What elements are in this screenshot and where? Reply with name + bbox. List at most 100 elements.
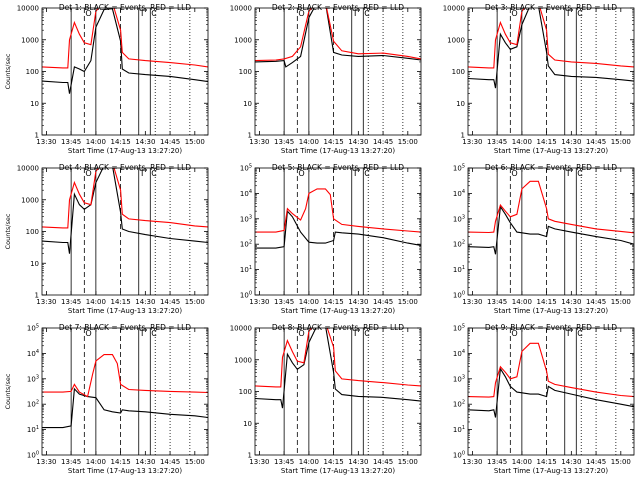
series-line-black xyxy=(255,209,421,249)
x-axis-label: Start Time (17-Aug-13 13:27:20) xyxy=(68,307,182,315)
y-tick-label: 10 xyxy=(243,100,252,108)
event-marker-label: C xyxy=(151,9,157,18)
event-marker-label: T xyxy=(565,169,571,178)
x-axis-label: Start Time (17-Aug-13 13:27:20) xyxy=(281,147,395,155)
y-tick-label: 100 xyxy=(452,68,465,76)
event-marker-label: C xyxy=(151,329,157,338)
x-tick-label: 14:15 xyxy=(111,138,131,146)
detector-panel: O T C 100 101 102 103 104 105 13:30 13:45 14:00 14:1… xyxy=(4,323,209,475)
event-marker-label: T xyxy=(139,329,145,338)
y-tick-label: 102 xyxy=(453,400,465,409)
event-marker-label: C xyxy=(577,9,583,18)
plot-frame xyxy=(467,7,635,136)
plot-frame xyxy=(467,167,635,296)
event-marker-label: C xyxy=(364,329,370,338)
y-tick-label: 103 xyxy=(27,374,39,383)
y-axis-label: Counts/sec xyxy=(4,373,12,409)
event-marker-label: T xyxy=(352,329,358,338)
y-tick-label: 10 xyxy=(30,260,39,268)
event-marker-label: O xyxy=(298,169,304,178)
x-tick-label: 14:15 xyxy=(324,138,344,146)
series-line-black xyxy=(42,8,208,94)
y-tick-label: 100 xyxy=(26,228,39,236)
y-tick-label: 1000 xyxy=(447,36,465,44)
y-tick-label: 10000 xyxy=(17,5,39,13)
y-tick-label: 1 xyxy=(35,132,39,140)
x-axis-label: Start Time (17-Aug-13 13:27:20) xyxy=(68,467,182,475)
x-tick-label: 14:45 xyxy=(586,458,606,466)
series-line-black xyxy=(468,367,634,418)
y-tick-label: 1 xyxy=(461,132,465,140)
y-tick-label: 10 xyxy=(456,100,465,108)
x-axis-label: Start Time (17-Aug-13 13:27:20) xyxy=(68,147,182,155)
y-tick-label: 101 xyxy=(240,265,252,274)
y-tick-label: 102 xyxy=(453,240,465,249)
x-tick-label: 14:15 xyxy=(111,298,131,306)
y-tick-label: 1 xyxy=(248,452,252,460)
x-tick-label: 14:45 xyxy=(160,298,180,306)
plot-frame xyxy=(254,7,422,136)
series-line-black xyxy=(42,387,208,429)
event-marker-label: O xyxy=(511,169,517,178)
x-tick-label: 13:30 xyxy=(462,138,482,146)
x-tick-label: 14:15 xyxy=(537,298,557,306)
x-tick-label: 14:45 xyxy=(373,138,393,146)
event-marker-label: T xyxy=(352,169,358,178)
x-tick-label: 15:00 xyxy=(185,138,205,146)
x-tick-label: 13:45 xyxy=(274,298,294,306)
y-tick-label: 105 xyxy=(27,324,39,333)
y-tick-label: 105 xyxy=(453,164,465,173)
x-tick-label: 14:00 xyxy=(512,298,532,306)
x-tick-label: 13:30 xyxy=(249,458,269,466)
y-tick-label: 101 xyxy=(453,425,465,434)
x-tick-label: 15:00 xyxy=(611,458,631,466)
y-tick-label: 1000 xyxy=(21,196,39,204)
event-marker-label: T xyxy=(565,329,571,338)
x-tick-label: 14:45 xyxy=(160,138,180,146)
x-tick-label: 13:30 xyxy=(249,298,269,306)
x-tick-label: 14:00 xyxy=(86,458,106,466)
x-tick-label: 13:30 xyxy=(36,298,56,306)
event-marker-label: O xyxy=(511,9,517,18)
y-tick-label: 1 xyxy=(35,292,39,300)
series-line-black xyxy=(468,205,634,255)
x-tick-label: 14:45 xyxy=(586,138,606,146)
series-line-red xyxy=(468,342,634,398)
event-marker-label: O xyxy=(298,329,304,338)
y-tick-label: 101 xyxy=(453,265,465,274)
y-tick-label: 101 xyxy=(27,425,39,434)
y-tick-label: 104 xyxy=(240,189,252,198)
panel-title: Det 5: BLACK = Events, RED = LLD xyxy=(272,163,404,172)
detector-panel: O T C 1 10 100 1000 10000 13:30 13:45 14:00 14:15 14… xyxy=(443,3,635,155)
y-tick-label: 10 xyxy=(243,420,252,428)
x-tick-label: 14:15 xyxy=(324,298,344,306)
x-tick-label: 14:45 xyxy=(373,458,393,466)
event-marker-label: C xyxy=(364,9,370,18)
detector-panel: O T C 1 10 100 1000 10000 13:30 13:45 14:00 14:15 14… xyxy=(4,163,209,315)
x-tick-label: 14:15 xyxy=(111,458,131,466)
x-tick-label: 14:15 xyxy=(537,138,557,146)
series-line-red xyxy=(468,8,634,69)
panel-title: Det 9: BLACK = Events, RED = LLD xyxy=(485,323,617,332)
plot-frame xyxy=(41,327,209,456)
x-tick-label: 14:30 xyxy=(348,458,368,466)
x-tick-label: 14:30 xyxy=(348,138,368,146)
detector-panel: O T C 100 101 102 103 104 105 13:30 13:45 14:00 14:1… xyxy=(240,163,422,315)
x-tick-label: 14:00 xyxy=(512,458,532,466)
series-line-black xyxy=(42,168,208,254)
x-tick-label: 14:15 xyxy=(324,458,344,466)
x-tick-label: 13:45 xyxy=(274,138,294,146)
x-tick-label: 14:30 xyxy=(135,138,155,146)
y-tick-label: 1 xyxy=(248,132,252,140)
y-tick-label: 1000 xyxy=(234,356,252,364)
y-tick-label: 10000 xyxy=(230,325,252,333)
y-tick-label: 100 xyxy=(453,451,465,460)
x-tick-label: 15:00 xyxy=(185,458,205,466)
x-tick-label: 15:00 xyxy=(398,458,418,466)
y-tick-label: 1000 xyxy=(21,36,39,44)
x-tick-label: 15:00 xyxy=(398,298,418,306)
y-tick-label: 10 xyxy=(30,100,39,108)
x-tick-label: 13:30 xyxy=(249,138,269,146)
panel-title: Det 1: BLACK = Events, RED = LLD xyxy=(59,3,191,12)
